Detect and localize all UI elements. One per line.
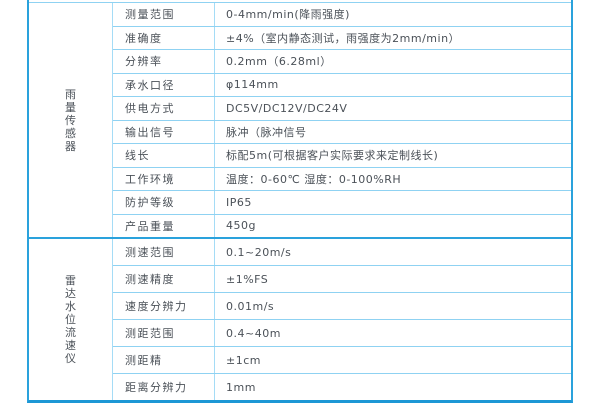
param-label: 测速精度 <box>113 266 215 292</box>
param-value: IP65 <box>226 195 252 209</box>
param-label: 供电方式 <box>113 97 215 120</box>
param-label: 线长 <box>113 144 215 167</box>
section-category-cell: 雨量传感器 <box>29 3 113 237</box>
param-label: 准确度 <box>113 26 215 49</box>
spec-row: 输出信号 脉冲（脉冲信号 <box>113 119 571 143</box>
param-label: 测量范围 <box>113 3 215 26</box>
param-value: DC5V/DC12V/DC24V <box>226 101 348 115</box>
param-value: ±1cm <box>226 353 261 367</box>
spec-row: 产品重量 450g <box>113 213 571 237</box>
param-value: 0.01m/s <box>226 299 275 313</box>
param-value: 温度：0-60℃ 湿度：0-100%RH <box>226 172 402 186</box>
param-value: 脉冲（脉冲信号 <box>226 125 307 139</box>
param-value: ±1%FS <box>226 272 269 286</box>
param-label: 测速范围 <box>113 239 215 265</box>
spec-row: 分辨率 0.2mm（6.28ml） <box>113 49 571 73</box>
param-value: 0.2mm（6.28ml） <box>226 55 332 69</box>
param-label: 分辨率 <box>113 50 215 73</box>
spec-row: 线长 标配5m(可根据客户实际要求来定制线长) <box>113 143 571 167</box>
spec-row: 测量范围 0-4mm/min(降雨强度) <box>113 3 571 26</box>
spec-row: 测距精 ±1cm <box>113 346 571 373</box>
param-value: φ114mm <box>226 78 279 92</box>
spec-row: 测距范围 0.4~40m <box>113 319 571 346</box>
spec-row: 供电方式 DC5V/DC12V/DC24V <box>113 96 571 120</box>
spec-row: 测速精度 ±1%FS <box>113 265 571 292</box>
spec-row: 距离分辨力 1mm <box>113 373 571 400</box>
section-rain-sensor: 雨量传感器 测量范围 0-4mm/min(降雨强度) 准确度 ±4%（室内静态测试，雨… <box>29 2 571 237</box>
param-label: 防护等级 <box>113 191 215 214</box>
spec-row: 测速范围 0.1~20m/s <box>113 239 571 265</box>
param-label: 工作环境 <box>113 167 215 190</box>
param-label: 距离分辨力 <box>113 374 215 400</box>
spec-row: 工作环境 温度：0-60℃ 湿度：0-100%RH <box>113 166 571 190</box>
spec-table: 雨量传感器 测量范围 0-4mm/min(降雨强度) 准确度 ±4%（室内静态测试，雨… <box>27 0 573 403</box>
spec-row: 速度分辨力 0.01m/s <box>113 292 571 319</box>
param-value: 1mm <box>226 380 256 394</box>
param-label: 测距范围 <box>113 320 215 346</box>
param-value: 0.1~20m/s <box>226 245 292 259</box>
spec-row: 防护等级 IP65 <box>113 190 571 214</box>
param-value: 450g <box>226 219 256 233</box>
spec-row: 准确度 ±4%（室内静态测试，雨强度为2mm/min） <box>113 25 571 49</box>
param-label: 测距精 <box>113 347 215 373</box>
param-label: 产品重量 <box>113 214 215 237</box>
section-rows: 测速范围 0.1~20m/s 测速精度 ±1%FS 速度分辨力 0.01m/s 测距范围 0.… <box>113 239 571 400</box>
param-label: 速度分辨力 <box>113 293 215 319</box>
param-value: 0.4~40m <box>226 326 281 340</box>
section-category-cell: 雷达水位流速仪 <box>29 239 113 400</box>
section-category-label: 雨量传感器 <box>65 87 76 153</box>
section-category-label: 雷达水位流速仪 <box>65 274 76 365</box>
param-value: 标配5m(可根据客户实际要求来定制线长) <box>226 149 439 163</box>
section-radar-level-velocity-meter: 雷达水位流速仪 测速范围 0.1~20m/s 测速精度 ±1%FS 速度分辨力 0.01m… <box>29 237 571 400</box>
param-value: ±4%（室内静态测试，雨强度为2mm/min） <box>226 31 461 45</box>
spec-row: 承水口径 φ114mm <box>113 72 571 96</box>
param-value: 0-4mm/min(降雨强度) <box>226 8 350 22</box>
section-rows: 测量范围 0-4mm/min(降雨强度) 准确度 ±4%（室内静态测试，雨强度为2mm… <box>113 3 571 237</box>
param-label: 承水口径 <box>113 73 215 96</box>
param-label: 输出信号 <box>113 120 215 143</box>
